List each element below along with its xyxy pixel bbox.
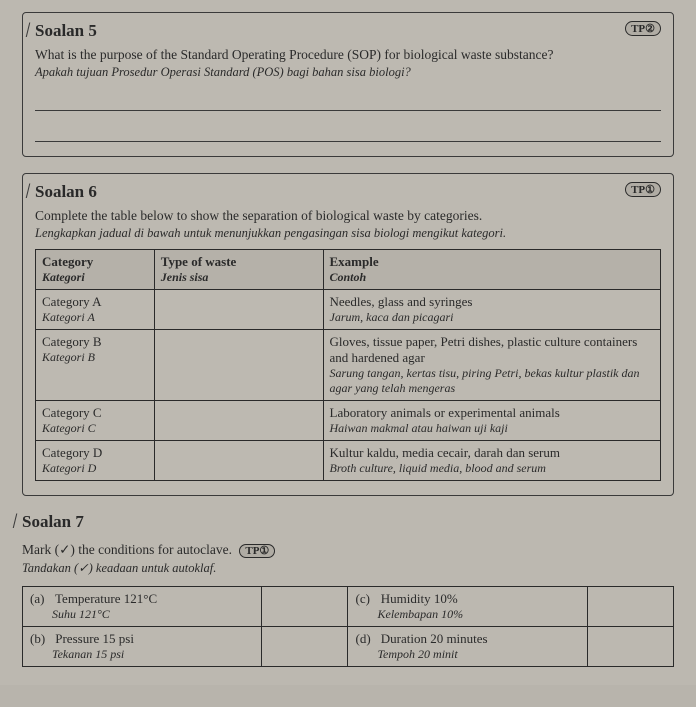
cell-type-blank[interactable] <box>154 440 323 480</box>
opt-ms: Tekanan 15 psi <box>52 647 254 662</box>
checkbox-c[interactable] <box>587 586 673 626</box>
question-6-box: / Soalan 6 TP① Complete the table below … <box>22 173 674 496</box>
cat-ms: Kategori C <box>42 421 148 436</box>
table-row: Category A Kategori A Needles, glass and… <box>36 289 661 329</box>
ex-ms: Sarung tangan, kertas tisu, piring Petri… <box>330 366 655 396</box>
opt-letter: (d) <box>355 631 377 647</box>
opt-letter: (a) <box>30 591 52 607</box>
cell-category: Category D Kategori D <box>36 440 155 480</box>
cat-ms: Kategori D <box>42 461 148 476</box>
header-example: Example Contoh <box>323 249 661 289</box>
opt-en: Duration 20 minutes <box>381 631 488 646</box>
cell-example: Laboratory animals or experimental anima… <box>323 400 661 440</box>
opt-en: Humidity 10% <box>381 591 458 606</box>
header-ex-ms: Contoh <box>330 270 655 285</box>
opt-letter: (b) <box>30 631 52 647</box>
header-cat-ms: Kategori <box>42 270 148 285</box>
q7-text-en: Mark (✓) the conditions for autoclave. T… <box>22 542 674 559</box>
opt-en: Temperature 121°C <box>55 591 157 606</box>
checkbox-b[interactable] <box>262 626 348 666</box>
cat-en: Category C <box>42 405 102 420</box>
cell-type-blank[interactable] <box>154 329 323 400</box>
slash-mark: / <box>26 178 30 204</box>
opt-en: Pressure 15 psi <box>55 631 134 646</box>
cell-category: Category A Kategori A <box>36 289 155 329</box>
table-header-row: Category Kategori Type of waste Jenis si… <box>36 249 661 289</box>
q7-text-ms: Tandakan (✓) keadaan untuk autoklaf. <box>22 560 674 576</box>
cat-ms: Kategori B <box>42 350 148 365</box>
option-b: (b) Pressure 15 psi Tekanan 15 psi <box>23 626 262 666</box>
question-7-title: / Soalan 7 <box>22 512 674 532</box>
cell-example: Needles, glass and syringes Jarum, kaca … <box>323 289 661 329</box>
q6-text-ms: Lengkapkan jadual di bawah untuk menunju… <box>35 226 661 241</box>
question-5-title: / Soalan 5 TP② <box>35 21 661 41</box>
ex-en: Gloves, tissue paper, Petri dishes, plas… <box>330 334 638 365</box>
q5-title-text: Soalan 5 <box>35 21 97 40</box>
cell-example: Gloves, tissue paper, Petri dishes, plas… <box>323 329 661 400</box>
header-ex-en: Example <box>330 254 379 269</box>
header-category: Category Kategori <box>36 249 155 289</box>
cat-ms: Kategori A <box>42 310 148 325</box>
q5-badge: TP② <box>625 21 661 36</box>
q5-text-ms: Apakah tujuan Prosedur Operasi Standard … <box>35 65 661 80</box>
q6-text-en: Complete the table below to show the sep… <box>35 208 661 225</box>
answer-line[interactable] <box>35 94 661 111</box>
cell-example: Kultur kaldu, media cecair, darah dan se… <box>323 440 661 480</box>
q6-badge: TP① <box>625 182 661 197</box>
ex-ms: Broth culture, liquid media, blood and s… <box>330 461 655 476</box>
slash-mark: / <box>26 17 30 43</box>
opt-ms: Suhu 121°C <box>52 607 254 622</box>
cell-type-blank[interactable] <box>154 400 323 440</box>
q7-title-text: Soalan 7 <box>22 512 84 531</box>
q6-title-text: Soalan 6 <box>35 182 97 201</box>
ex-en: Kultur kaldu, media cecair, darah dan se… <box>330 445 561 460</box>
question-7-section: / Soalan 7 Mark (✓) the conditions for a… <box>22 512 674 667</box>
q7-en: Mark (✓) the conditions for autoclave. <box>22 542 232 557</box>
table-row: (a) Temperature 121°C Suhu 121°C (c) Hum… <box>23 586 674 626</box>
table-row: Category C Kategori C Laboratory animals… <box>36 400 661 440</box>
ex-en: Laboratory animals or experimental anima… <box>330 405 560 420</box>
opt-ms: Kelembapan 10% <box>377 607 579 622</box>
cat-en: Category A <box>42 294 102 309</box>
cell-type-blank[interactable] <box>154 289 323 329</box>
table-row: Category B Kategori B Gloves, tissue pap… <box>36 329 661 400</box>
question-6-title: / Soalan 6 TP① <box>35 182 661 202</box>
option-c: (c) Humidity 10% Kelembapan 10% <box>348 586 587 626</box>
cat-en: Category B <box>42 334 102 349</box>
header-type-ms: Jenis sisa <box>161 270 317 285</box>
question-5-box: / Soalan 5 TP② What is the purpose of th… <box>22 12 674 157</box>
worksheet-page: / Soalan 5 TP② What is the purpose of th… <box>0 0 696 685</box>
opt-ms: Tempoh 20 minit <box>377 647 579 662</box>
q5-text-en: What is the purpose of the Standard Oper… <box>35 47 661 64</box>
waste-table: Category Kategori Type of waste Jenis si… <box>35 249 661 481</box>
header-type-en: Type of waste <box>161 254 237 269</box>
slash-mark: / <box>13 508 17 534</box>
q7-badge: TP① <box>239 544 275 558</box>
checkbox-a[interactable] <box>262 586 348 626</box>
table-row: Category D Kategori D Kultur kaldu, medi… <box>36 440 661 480</box>
conditions-table: (a) Temperature 121°C Suhu 121°C (c) Hum… <box>22 586 674 667</box>
checkbox-d[interactable] <box>587 626 673 666</box>
ex-ms: Jarum, kaca dan picagari <box>330 310 655 325</box>
cell-category: Category C Kategori C <box>36 400 155 440</box>
header-type: Type of waste Jenis sisa <box>154 249 323 289</box>
answer-line[interactable] <box>35 125 661 142</box>
option-d: (d) Duration 20 minutes Tempoh 20 minit <box>348 626 587 666</box>
option-a: (a) Temperature 121°C Suhu 121°C <box>23 586 262 626</box>
opt-letter: (c) <box>355 591 377 607</box>
cell-category: Category B Kategori B <box>36 329 155 400</box>
ex-ms: Haiwan makmal atau haiwan uji kaji <box>330 421 655 436</box>
header-cat-en: Category <box>42 254 93 269</box>
ex-en: Needles, glass and syringes <box>330 294 473 309</box>
table-row: (b) Pressure 15 psi Tekanan 15 psi (d) D… <box>23 626 674 666</box>
cat-en: Category D <box>42 445 102 460</box>
